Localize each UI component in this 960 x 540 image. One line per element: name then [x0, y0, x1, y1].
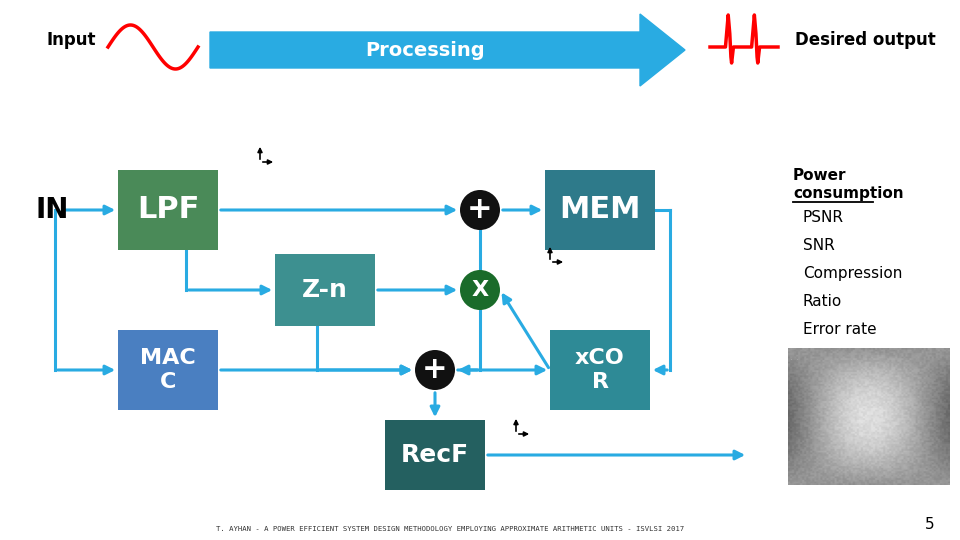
Polygon shape [210, 14, 685, 86]
Circle shape [415, 350, 455, 390]
Text: SNR: SNR [803, 238, 835, 253]
Text: Processing: Processing [365, 40, 485, 59]
Text: MAC
C: MAC C [140, 348, 196, 392]
Text: Desired output: Desired output [795, 31, 936, 49]
Text: Compression: Compression [803, 266, 902, 281]
Text: +: + [422, 355, 447, 384]
Text: 5: 5 [925, 517, 935, 532]
Circle shape [460, 270, 500, 310]
FancyBboxPatch shape [545, 170, 655, 250]
Text: . .: . . [790, 352, 799, 362]
Text: consumption: consumption [793, 186, 903, 201]
Text: RecF: RecF [401, 443, 469, 467]
Text: xCO
R: xCO R [575, 348, 625, 392]
Text: Input: Input [47, 31, 97, 49]
Text: IN: IN [35, 196, 68, 224]
FancyBboxPatch shape [118, 170, 218, 250]
Text: Ratio: Ratio [803, 294, 842, 309]
Text: LPF: LPF [137, 195, 199, 225]
Text: MEM: MEM [560, 195, 640, 225]
FancyBboxPatch shape [550, 330, 650, 410]
Circle shape [460, 190, 500, 230]
FancyBboxPatch shape [118, 330, 218, 410]
FancyBboxPatch shape [275, 254, 375, 326]
Text: T. AYHAN - A POWER EFFICIENT SYSTEM DESIGN METHODOLOGY EMPLOYING APPROXIMATE ARI: T. AYHAN - A POWER EFFICIENT SYSTEM DESI… [216, 526, 684, 532]
FancyBboxPatch shape [385, 420, 485, 490]
Text: Z-n: Z-n [302, 278, 348, 302]
Text: Power: Power [793, 168, 847, 183]
Text: Error rate: Error rate [803, 322, 876, 337]
Text: PSNR: PSNR [803, 210, 844, 225]
Text: +: + [468, 195, 492, 225]
Text: X: X [471, 280, 489, 300]
